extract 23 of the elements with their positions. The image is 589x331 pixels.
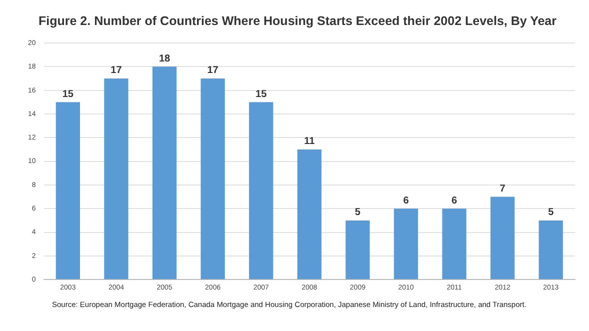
bar: [104, 78, 128, 280]
bar: [249, 102, 274, 280]
data-label: 11: [304, 136, 316, 148]
data-label: 6: [403, 195, 410, 206]
data-label: 15: [256, 88, 268, 100]
bar: [538, 220, 563, 280]
data-label: 5: [354, 207, 361, 218]
chart-title: Figure 2. Number of Countries Where Housing Starts Exceed their 2002 Levels, By Year: [38, 14, 557, 28]
bar: [152, 66, 177, 280]
data-label: 17: [110, 65, 122, 76]
bar: [490, 196, 515, 280]
bar: [297, 149, 322, 280]
data-label: 17: [207, 65, 219, 76]
bar: [346, 220, 370, 280]
data-label: 6: [451, 195, 458, 206]
data-label: 18: [158, 53, 171, 64]
bar: [200, 78, 225, 280]
bar: [394, 208, 418, 280]
data-label: 7: [500, 184, 506, 195]
bar: [442, 208, 466, 280]
data-label: 15: [62, 88, 74, 100]
bar: [56, 102, 80, 280]
data-label: 5: [548, 207, 554, 218]
